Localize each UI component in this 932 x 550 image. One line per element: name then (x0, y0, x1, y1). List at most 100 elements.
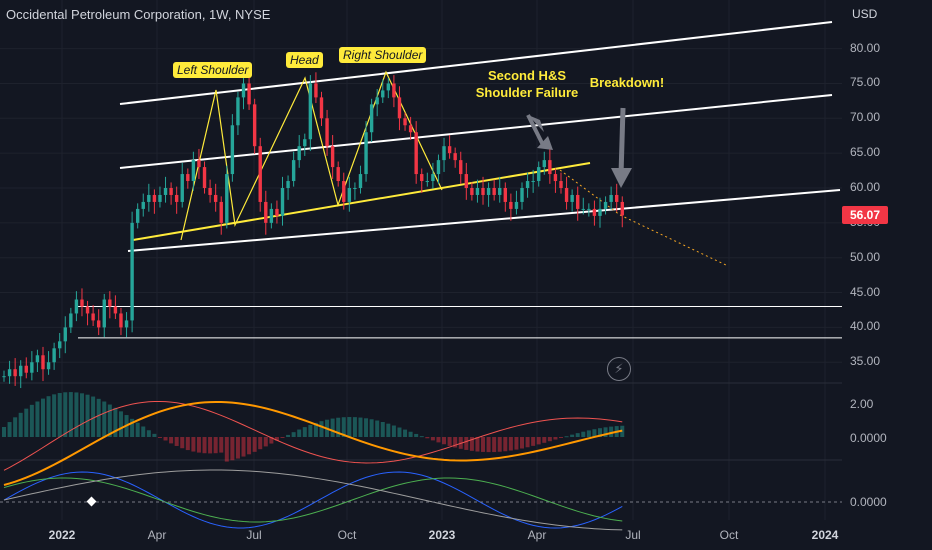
candle-body (314, 83, 318, 98)
candle-body (52, 348, 56, 363)
candle-body (147, 194, 151, 202)
candle-body (119, 313, 123, 328)
candle-body (236, 97, 240, 126)
candle-body (213, 194, 218, 202)
candle-body (308, 83, 313, 140)
macd-bar (29, 404, 34, 437)
macd-bar (46, 396, 51, 437)
candle-body (102, 299, 106, 328)
candle-body (202, 167, 207, 188)
macd-bar (135, 422, 140, 437)
time-tick-label: Jul (246, 528, 262, 542)
macd-bar (469, 437, 474, 451)
candle-body (347, 188, 352, 202)
macd-bar (442, 437, 447, 445)
macd-bar (414, 433, 419, 437)
candle-body (230, 125, 235, 175)
candle-body (381, 90, 385, 98)
candle-body (375, 97, 379, 105)
candle-body (258, 146, 262, 202)
candle-body (392, 83, 396, 98)
candle-body (581, 208, 585, 210)
candle-body (69, 313, 73, 328)
candle-body (503, 188, 507, 202)
macd-bar (559, 437, 563, 438)
macd-bar (436, 437, 441, 443)
candle-body (358, 174, 363, 188)
candle-body (208, 188, 212, 195)
macd-bar (391, 425, 396, 437)
macd-bar (475, 437, 480, 452)
candle-body (297, 146, 301, 161)
candle-body (414, 132, 418, 175)
candle-body (319, 97, 324, 119)
time-tick-label: Oct (337, 528, 357, 542)
candle-body (470, 188, 474, 195)
macd-bar (85, 394, 90, 437)
candle-body (353, 188, 357, 189)
macd-bar (542, 437, 547, 443)
candle-body (46, 362, 51, 370)
macd-bar (497, 437, 502, 452)
second-hs-arrow (526, 114, 545, 146)
candle-body (247, 83, 251, 105)
candle-body (58, 341, 62, 349)
macd-bar (280, 437, 285, 438)
macd-bar (286, 434, 291, 437)
candle-body (364, 132, 368, 175)
macd-bar (547, 437, 552, 442)
pattern-trace (180, 70, 443, 241)
price-tick-label: 60.00 (850, 180, 881, 194)
macd-indicator (2, 392, 625, 486)
candle-body (603, 201, 608, 209)
macd-bar (40, 398, 45, 437)
candle-body (241, 83, 246, 98)
candle-body (252, 104, 257, 147)
macd-bar (118, 411, 123, 437)
macd-bar (141, 426, 146, 437)
lightning-icon[interactable]: ⚡ (607, 357, 631, 381)
candle-body (592, 208, 597, 216)
candle-body (158, 194, 162, 202)
macd-bar (258, 437, 263, 450)
macd-bar (453, 437, 458, 448)
macd-bar (7, 422, 12, 437)
macd-bar (63, 392, 68, 437)
macd-bar (57, 393, 62, 437)
candle-body (275, 208, 279, 216)
macd-bar (352, 417, 357, 437)
candle-body (130, 222, 134, 321)
time-tick-label: 2022 (48, 528, 76, 542)
macd-bar (586, 430, 591, 437)
candle-body (397, 97, 402, 119)
channel-line (119, 21, 833, 105)
candle-body (197, 160, 201, 168)
macd-bar (113, 407, 118, 437)
macd-bar (52, 394, 57, 437)
head-shoulders-lines (132, 70, 729, 267)
candle-body (269, 208, 274, 223)
candle-body (620, 201, 624, 216)
price-tick-label: 80.00 (850, 40, 881, 55)
candle-body (525, 181, 530, 188)
time-tick-label: Apr (147, 528, 167, 542)
macd-bar (196, 437, 201, 453)
candle-body (492, 188, 496, 195)
time-tick-label: Apr (527, 528, 547, 542)
macd-bar (486, 437, 491, 453)
chart-title: Occidental Petroleum Corporation, 1W, NY… (6, 7, 271, 22)
time-tick-label: Oct (719, 528, 739, 542)
candle-body (431, 174, 435, 182)
macd-bar (581, 431, 586, 437)
candle-body (425, 181, 430, 183)
macd-bar (336, 417, 341, 437)
trend-channel (78, 21, 842, 339)
candle-body (174, 194, 179, 202)
macd-bar (146, 430, 151, 437)
signal-marker (86, 496, 97, 507)
candle-body (475, 188, 480, 195)
candle-body (7, 369, 12, 377)
candle-body (598, 208, 602, 216)
macd-bar (163, 437, 168, 441)
candle-body (587, 208, 591, 210)
